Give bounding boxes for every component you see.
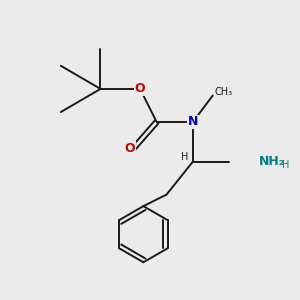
Text: NH₂: NH₂ (259, 155, 285, 168)
Text: N: N (188, 116, 198, 128)
Text: O: O (125, 142, 136, 155)
Text: ·H: ·H (279, 160, 289, 170)
Text: H: H (181, 152, 188, 162)
Text: O: O (135, 82, 146, 95)
Text: CH₃: CH₃ (214, 87, 232, 97)
